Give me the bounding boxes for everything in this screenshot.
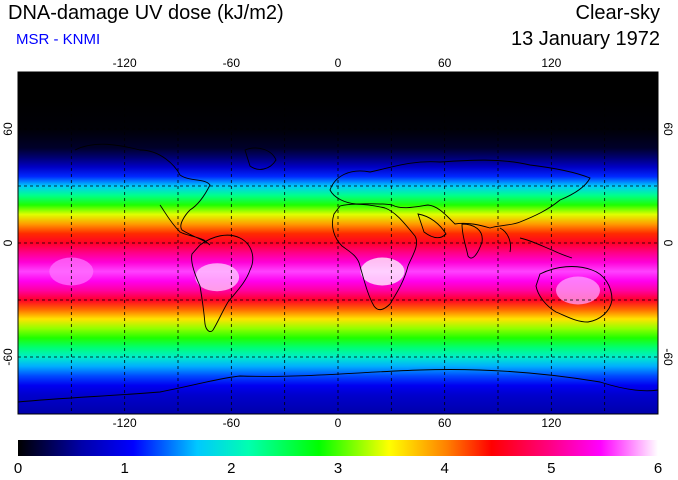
graticule [18,72,658,414]
lat-tick-left: -60 [1,348,15,366]
lon-ticks-bottom: -120 -60 0 60 120 [113,416,562,430]
condition-label: Clear-sky [575,2,660,24]
lon-ticks-top: -120 -60 0 60 120 [113,56,562,70]
colorbar-label: 3 [334,460,342,477]
lon-tick-top: -60 [223,56,241,70]
coastline-antarctica [18,369,658,403]
lat-tick-right: 60 [661,122,675,136]
lon-tick-bottom: 120 [541,416,561,430]
colorbar-label: 6 [654,460,662,477]
colorbar-label: 1 [120,460,128,477]
lat-tick-left: 60 [1,122,15,136]
coastline-africa [331,203,418,311]
dose-maximum-blob [360,257,405,286]
colorbar-label: 2 [227,460,235,477]
coastline-greenland [244,147,277,170]
date-label: 13 January 1972 [510,28,660,50]
lon-tick-bottom: 0 [335,416,342,430]
lon-tick-top: 120 [541,56,561,70]
lat-tick-left: 0 [1,239,15,246]
map-frame [17,71,659,415]
source-label: MSR - KNMI [16,31,101,48]
lat-ticks-right: 60 0 -60 [661,122,675,366]
lon-tick-bottom: 60 [438,416,452,430]
colorbar-label: 0 [14,460,22,477]
lon-tick-bottom: -60 [223,416,241,430]
lon-tick-bottom: -120 [113,416,137,430]
coastlines [18,143,658,403]
lon-tick-top: -120 [113,56,137,70]
map-title: DNA-damage UV dose (kJ/m2) [8,2,284,24]
colorbar [18,440,658,456]
dose-maximum-blob [556,276,600,305]
colorbar-label: 5 [547,460,555,477]
coastline-australia [535,266,613,323]
coastline-arabia-india [417,213,483,259]
lon-tick-top: 0 [335,56,342,70]
lat-tick-right: 0 [661,240,675,247]
coastline-north-america [74,143,211,246]
colorbar-label: 4 [440,460,448,477]
colorbar-labels: 0 1 2 3 4 5 6 [14,460,662,477]
coastline-europe-asia [329,159,591,229]
coastline-southeast-asia [499,227,573,259]
lon-tick-top: 60 [438,56,452,70]
coastline-south-america [191,234,254,333]
lat-tick-right: -60 [661,348,675,366]
lat-ticks-left: 60 0 -60 [1,122,15,366]
dose-maximum-blob [195,263,240,292]
